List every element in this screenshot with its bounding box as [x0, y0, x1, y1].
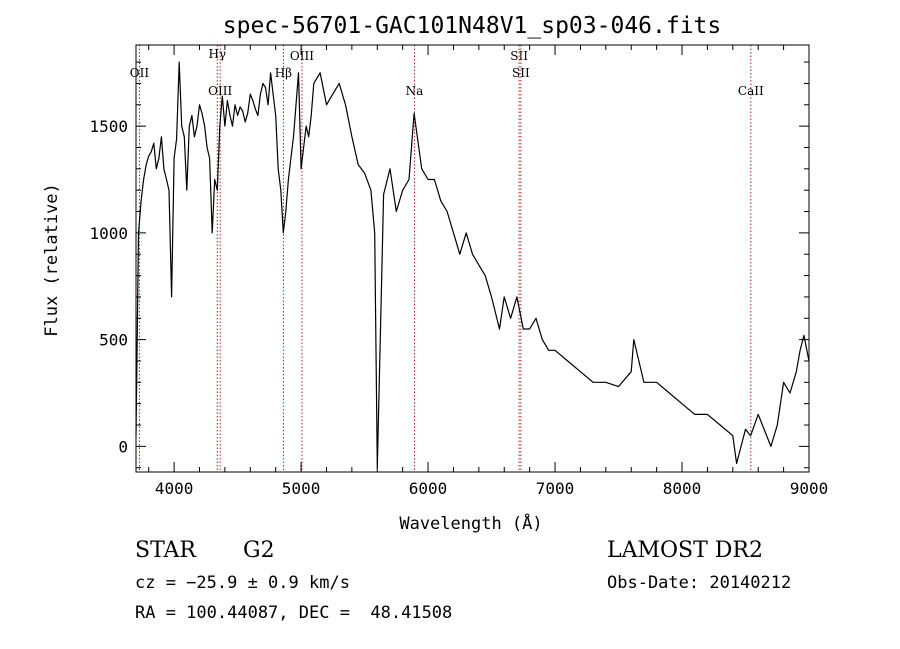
object-subclass: G2: [243, 538, 275, 563]
line-marker-label: CaII: [738, 84, 764, 98]
x-tick-label: 5000: [282, 479, 321, 498]
y-axis-label: Flux (relative): [42, 183, 62, 337]
y-tick-label: 0: [118, 437, 128, 456]
line-marker-label: OII: [130, 66, 150, 80]
line-marker-label: OIII: [290, 49, 314, 63]
x-tick-label: 9000: [790, 479, 829, 498]
line-marker-label: Hβ: [275, 66, 292, 80]
plot-axes: 4000 5000 6000 7000 8000 9000 0 500 1000 1500: [89, 44, 829, 498]
y-tick-label: 500: [99, 331, 128, 350]
object-class: STAR: [135, 538, 196, 563]
x-axis-label: Wavelength (Å): [399, 512, 542, 534]
x-tick-label: 6000: [409, 479, 448, 498]
chart-title: spec-56701-GAC101N48V1_sp03-046.fits: [223, 13, 722, 39]
plot-frame: [135, 44, 810, 473]
line-marker-label: SII: [510, 49, 528, 63]
survey-name: LAMOST DR2: [607, 538, 763, 563]
y-tick-label: 1500: [89, 117, 128, 136]
emission-line-markers: OII Hγ OIII Hβ OIII Na SII SII CaII: [130, 45, 764, 472]
x-tick-label: 4000: [155, 479, 194, 498]
line-marker-label: SII: [512, 66, 530, 80]
y-tick-label: 1000: [89, 224, 128, 243]
redshift-velocity: cz = −25.9 ± 0.9 km/s: [135, 573, 350, 593]
spectrum-line: [135, 61, 810, 469]
observation-date: Obs-Date: 20140212: [607, 573, 792, 593]
coordinates: RA = 100.44087, DEC = 48.41508: [135, 603, 453, 623]
line-marker-label: OIII: [208, 84, 232, 98]
line-marker-label: Na: [406, 84, 424, 98]
line-marker-label: Hγ: [208, 47, 226, 61]
x-tick-label: 8000: [663, 479, 702, 498]
x-tick-label: 7000: [536, 479, 575, 498]
spectrum-series: [135, 61, 810, 469]
